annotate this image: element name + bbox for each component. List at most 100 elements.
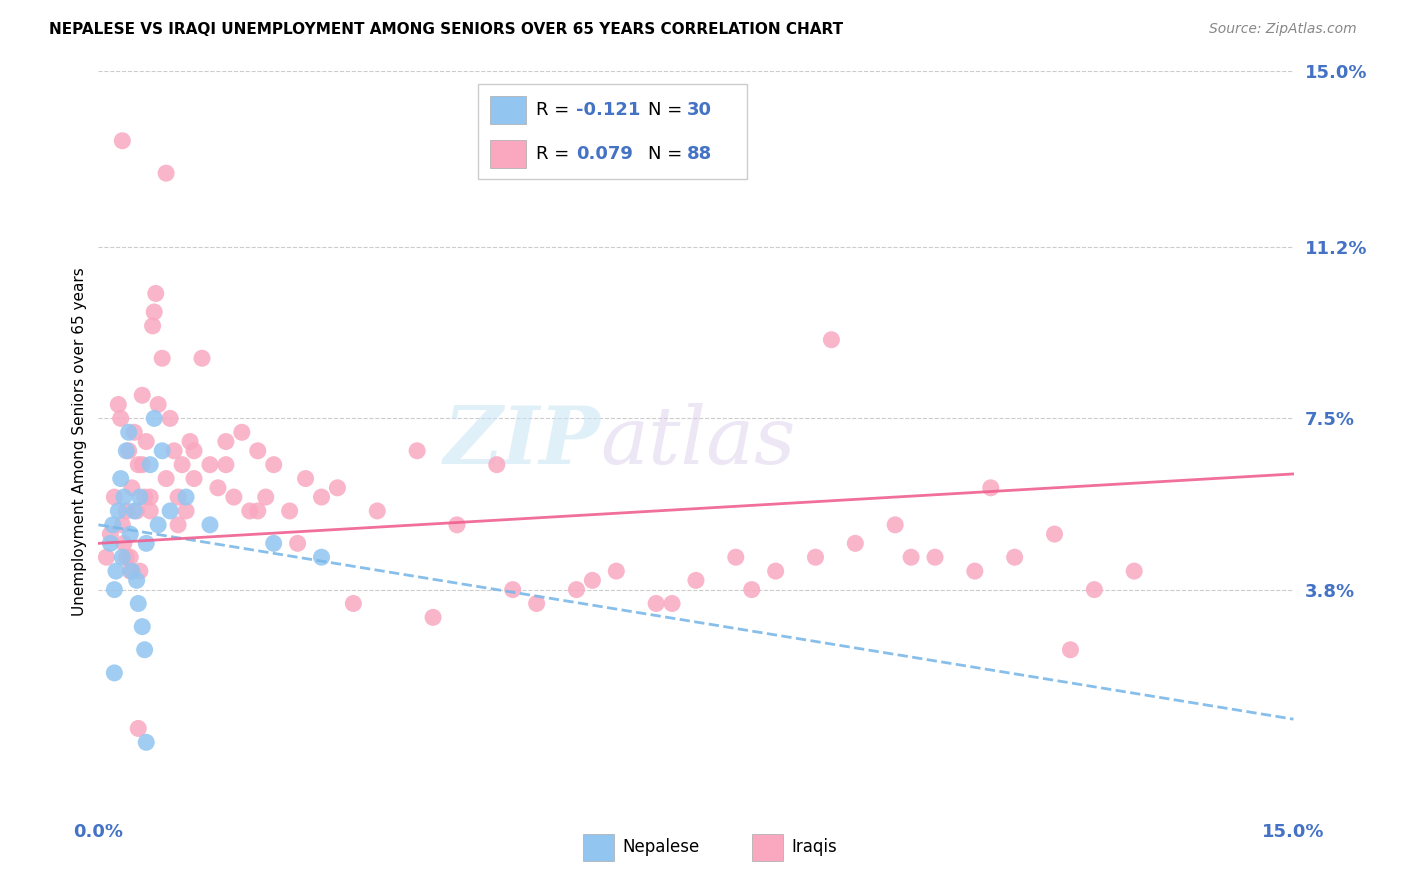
Point bbox=[111, 517, 134, 532]
Point bbox=[103, 490, 125, 504]
Point bbox=[191, 351, 214, 366]
Point bbox=[110, 411, 132, 425]
Point bbox=[107, 504, 129, 518]
Point bbox=[263, 458, 285, 472]
Point bbox=[900, 550, 922, 565]
Point bbox=[342, 597, 364, 611]
Point bbox=[311, 490, 333, 504]
Point bbox=[134, 642, 156, 657]
Point bbox=[485, 458, 508, 472]
Point bbox=[215, 458, 238, 472]
Point bbox=[112, 490, 135, 504]
Point bbox=[127, 458, 149, 472]
Point bbox=[143, 305, 166, 319]
Point bbox=[661, 597, 683, 611]
Point bbox=[924, 550, 946, 565]
Point bbox=[148, 517, 170, 532]
Point bbox=[135, 735, 157, 749]
Point bbox=[159, 411, 181, 425]
Point bbox=[263, 536, 285, 550]
Point bbox=[150, 443, 173, 458]
Point bbox=[326, 481, 349, 495]
Y-axis label: Unemployment Among Seniors over 65 years: Unemployment Among Seniors over 65 years bbox=[72, 268, 87, 615]
Point bbox=[287, 536, 309, 550]
Point bbox=[103, 665, 125, 680]
Text: 0.079: 0.079 bbox=[576, 145, 633, 163]
Point bbox=[155, 471, 177, 485]
Text: Source: ZipAtlas.com: Source: ZipAtlas.com bbox=[1209, 22, 1357, 37]
Point bbox=[128, 564, 150, 578]
Point bbox=[115, 443, 138, 458]
Point bbox=[124, 425, 146, 440]
Point bbox=[145, 286, 167, 301]
Text: ZIP: ZIP bbox=[443, 403, 600, 480]
Point bbox=[1004, 550, 1026, 565]
Text: R =: R = bbox=[536, 145, 575, 163]
Point bbox=[765, 564, 787, 578]
Point bbox=[124, 504, 146, 518]
Point bbox=[111, 550, 134, 565]
Point bbox=[121, 481, 143, 495]
Point bbox=[980, 481, 1002, 495]
Point bbox=[163, 443, 186, 458]
Point bbox=[143, 411, 166, 425]
Point bbox=[110, 471, 132, 485]
Point bbox=[422, 610, 444, 624]
Point bbox=[215, 434, 238, 449]
Point bbox=[148, 398, 170, 412]
Point bbox=[131, 458, 153, 472]
Point bbox=[1059, 642, 1081, 657]
Point bbox=[120, 550, 142, 565]
Text: R =: R = bbox=[536, 101, 575, 119]
Point bbox=[125, 574, 148, 588]
Point bbox=[174, 504, 197, 518]
Point bbox=[120, 527, 142, 541]
FancyBboxPatch shape bbox=[478, 84, 748, 178]
Point bbox=[155, 166, 177, 180]
Point bbox=[179, 434, 201, 449]
Point bbox=[159, 504, 181, 518]
Point bbox=[118, 443, 141, 458]
Point bbox=[311, 550, 333, 565]
Point bbox=[96, 550, 118, 565]
Point bbox=[804, 550, 827, 565]
Text: Nepalese: Nepalese bbox=[623, 838, 700, 856]
Point bbox=[406, 443, 429, 458]
Point bbox=[231, 425, 253, 440]
Point bbox=[111, 134, 134, 148]
Point bbox=[239, 504, 262, 518]
Point bbox=[101, 517, 124, 532]
Point bbox=[167, 517, 190, 532]
Point bbox=[198, 517, 221, 532]
Point bbox=[605, 564, 627, 578]
Point bbox=[98, 527, 122, 541]
Point bbox=[1043, 527, 1066, 541]
Point bbox=[167, 490, 190, 504]
Point bbox=[1123, 564, 1146, 578]
Point bbox=[121, 564, 143, 578]
Point bbox=[446, 517, 468, 532]
Point bbox=[183, 443, 205, 458]
Text: NEPALESE VS IRAQI UNEMPLOYMENT AMONG SENIORS OVER 65 YEARS CORRELATION CHART: NEPALESE VS IRAQI UNEMPLOYMENT AMONG SEN… bbox=[49, 22, 844, 37]
Point bbox=[366, 504, 388, 518]
Point bbox=[246, 443, 269, 458]
Text: 88: 88 bbox=[686, 145, 711, 163]
Point bbox=[844, 536, 866, 550]
Point bbox=[222, 490, 245, 504]
Point bbox=[107, 398, 129, 412]
Point bbox=[963, 564, 986, 578]
Point bbox=[120, 564, 142, 578]
Point bbox=[142, 318, 165, 333]
Point bbox=[278, 504, 301, 518]
Point bbox=[207, 481, 229, 495]
Point bbox=[127, 597, 149, 611]
Text: Iraqis: Iraqis bbox=[792, 838, 838, 856]
Point bbox=[135, 536, 157, 550]
Point bbox=[112, 536, 135, 550]
Point bbox=[724, 550, 747, 565]
Point bbox=[1083, 582, 1105, 597]
FancyBboxPatch shape bbox=[491, 95, 526, 124]
Point bbox=[128, 490, 150, 504]
Point bbox=[115, 550, 138, 565]
Point bbox=[183, 471, 205, 485]
